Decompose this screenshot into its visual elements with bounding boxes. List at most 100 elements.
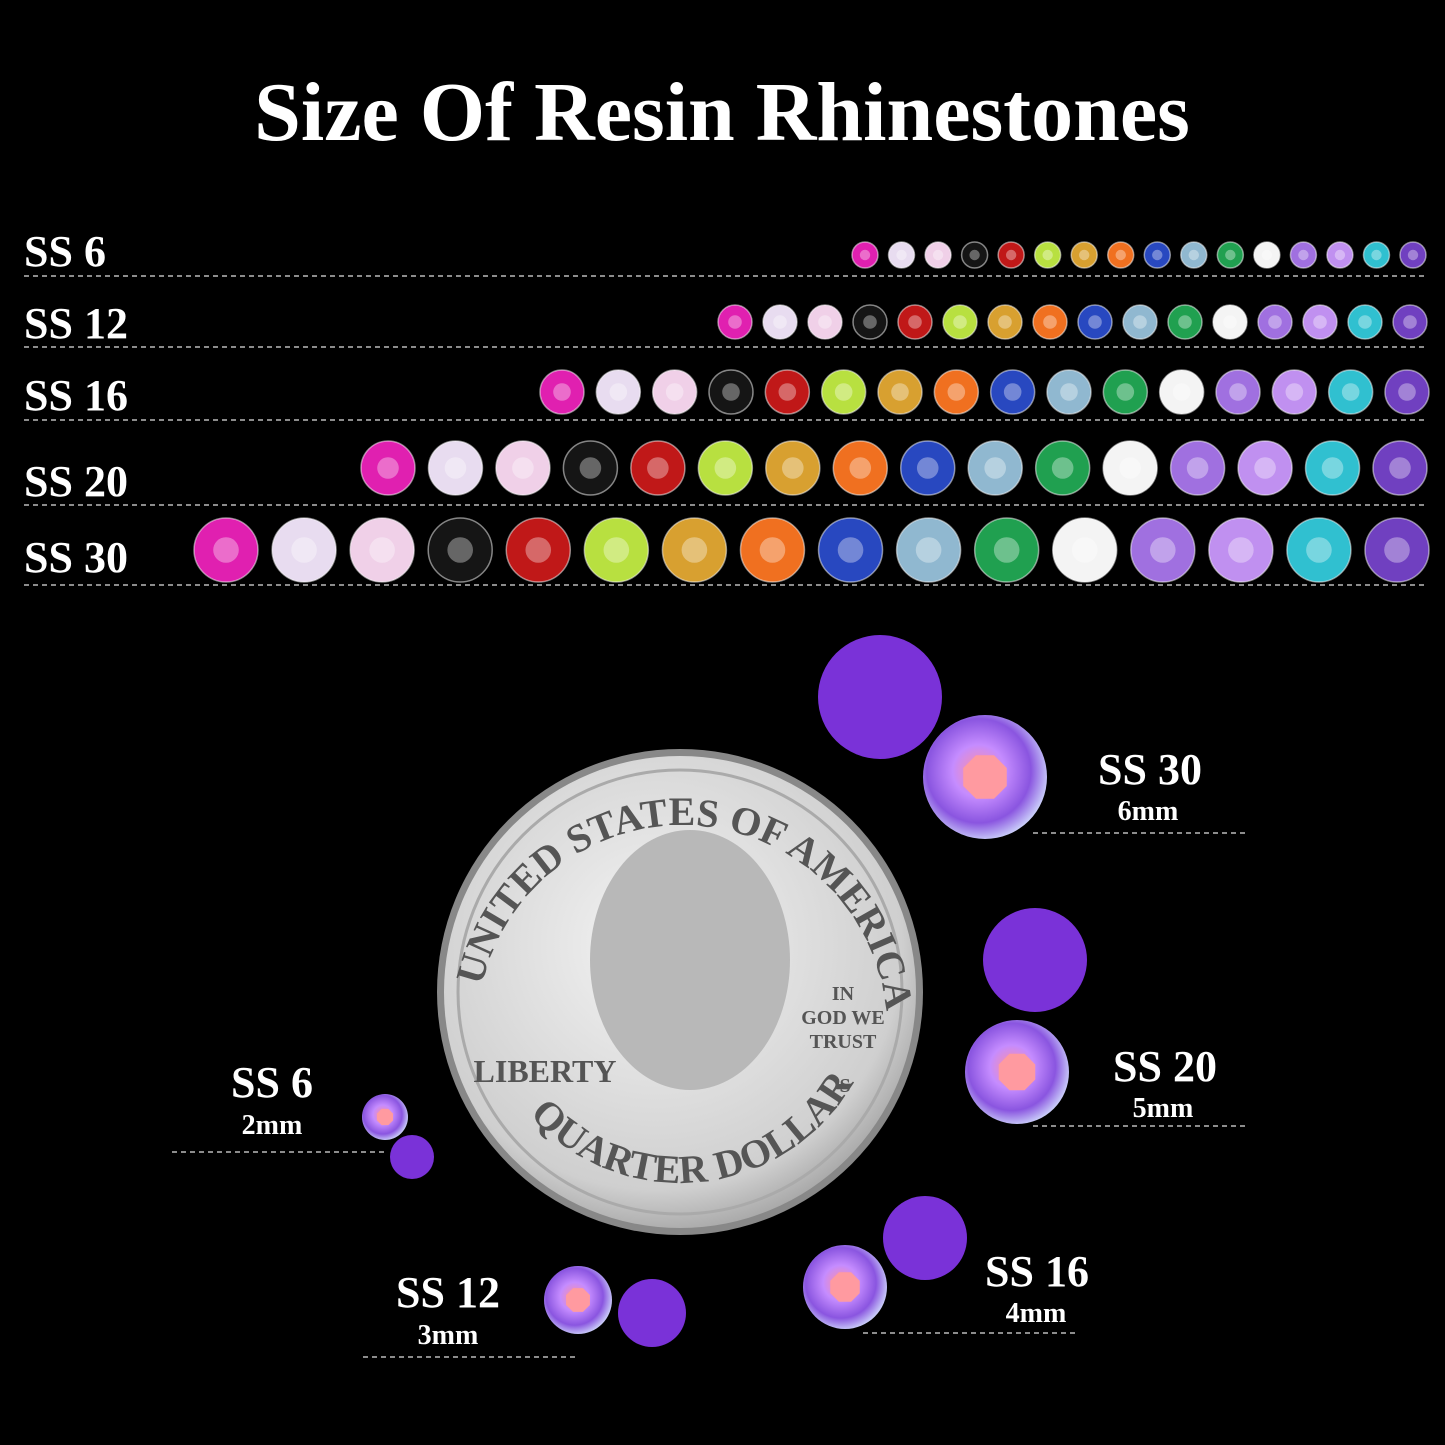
stone-facet	[728, 315, 742, 329]
rhinestone	[595, 369, 642, 415]
rhinestone	[539, 369, 585, 415]
rhinestone	[987, 304, 1023, 340]
stone-body	[1302, 304, 1338, 340]
rhinestone	[877, 369, 923, 415]
rhinestone	[1362, 241, 1391, 269]
stone-facet	[1358, 315, 1372, 329]
rhinestone	[271, 517, 337, 583]
stone-body	[583, 517, 650, 583]
stone-facet	[369, 537, 395, 563]
coin-motto: IN	[832, 983, 855, 1005]
stone-body	[1257, 304, 1293, 340]
stone-body	[960, 241, 989, 269]
rhinestone	[897, 304, 933, 340]
rhinestone	[349, 517, 415, 583]
stone-facet	[1268, 315, 1282, 329]
rhinestone	[708, 369, 754, 415]
stone-body	[1399, 241, 1427, 269]
stone-facet	[1150, 537, 1176, 563]
stone-facet	[1115, 249, 1126, 261]
rhinestone	[807, 304, 843, 340]
stone-facet	[1254, 457, 1276, 479]
stone-body	[967, 440, 1023, 496]
stone-body	[1384, 369, 1430, 415]
row-label: SS 6	[24, 227, 106, 276]
stone-facet	[665, 383, 684, 401]
callout-mm: 4mm	[1006, 1298, 1067, 1329]
rhinestone	[924, 241, 952, 269]
stone-facet	[1306, 537, 1332, 563]
stone-facet	[908, 315, 922, 329]
rhinestone	[762, 304, 798, 340]
stone-facet	[213, 537, 239, 563]
stone-facet	[1042, 249, 1053, 261]
rhinestone	[899, 440, 956, 496]
stone-facet	[1403, 315, 1417, 329]
callout-mm: 5mm	[1133, 1093, 1194, 1124]
stone-body	[1143, 241, 1172, 269]
stone-body	[897, 304, 933, 340]
stone-body	[895, 517, 962, 583]
stone-body	[505, 517, 572, 583]
stone-facet	[579, 457, 602, 479]
stone-body	[1372, 440, 1428, 496]
stone-body	[1070, 241, 1098, 269]
coin-liberty: LIBERTY	[474, 1053, 617, 1089]
rhinestone	[1158, 369, 1205, 415]
stone-facet	[837, 537, 864, 563]
stone-facet	[647, 457, 669, 479]
ab-stone	[965, 1020, 1069, 1124]
stone-facet	[377, 457, 399, 479]
stone-facet	[1133, 315, 1147, 329]
coin-mint: S	[839, 1075, 850, 1097]
stone-body	[1237, 440, 1293, 496]
stone-body	[899, 440, 956, 496]
stone-facet	[681, 537, 708, 563]
stone-body	[1392, 304, 1428, 340]
stone-body	[1033, 241, 1062, 269]
rhinestone	[1143, 241, 1172, 269]
stone-body	[1122, 304, 1158, 340]
rhinestone	[989, 369, 1036, 415]
stone-body	[717, 304, 753, 340]
stone-body	[973, 517, 1040, 583]
stone-body	[1216, 241, 1245, 269]
rhinestone	[895, 517, 962, 583]
stone-facet	[553, 383, 571, 401]
rhinestone	[1102, 369, 1149, 415]
stone-body	[987, 304, 1023, 340]
rhinestone	[739, 517, 806, 583]
rhinestone	[1070, 241, 1098, 269]
rhinestone	[1046, 369, 1092, 415]
stone-body	[1215, 369, 1261, 415]
rhinestone	[427, 517, 493, 583]
row-label: SS 30	[24, 533, 128, 582]
stone-facet	[863, 315, 877, 329]
rhinestone	[852, 304, 888, 340]
rhinestone	[1130, 517, 1196, 583]
stone-body	[877, 369, 923, 415]
stone-facet	[512, 457, 534, 479]
stone-body	[739, 517, 806, 583]
rhinestone	[1392, 304, 1428, 340]
callout-size: SS 16	[985, 1247, 1089, 1296]
stone-facet	[1229, 383, 1247, 401]
stone-body	[1169, 440, 1226, 496]
flat-stone	[390, 1135, 434, 1179]
stone-facet	[1298, 249, 1309, 261]
rhinestone	[360, 440, 416, 496]
stone-body	[924, 241, 952, 269]
stone-facet	[953, 315, 967, 329]
rhinestone	[960, 241, 989, 269]
rhinestone	[933, 369, 980, 415]
stone-body	[942, 304, 978, 340]
stone-body	[1130, 517, 1196, 583]
coin: UNITED STATES OF AMERICA QUARTER DOLLAR …	[437, 749, 923, 1235]
rhinestone	[1216, 241, 1245, 269]
stone-facet	[1384, 537, 1410, 563]
stone-body	[595, 369, 642, 415]
stone-facet	[1223, 315, 1237, 329]
stone-facet	[859, 249, 871, 261]
stone-body	[708, 369, 754, 415]
rhinestone	[1253, 241, 1281, 269]
